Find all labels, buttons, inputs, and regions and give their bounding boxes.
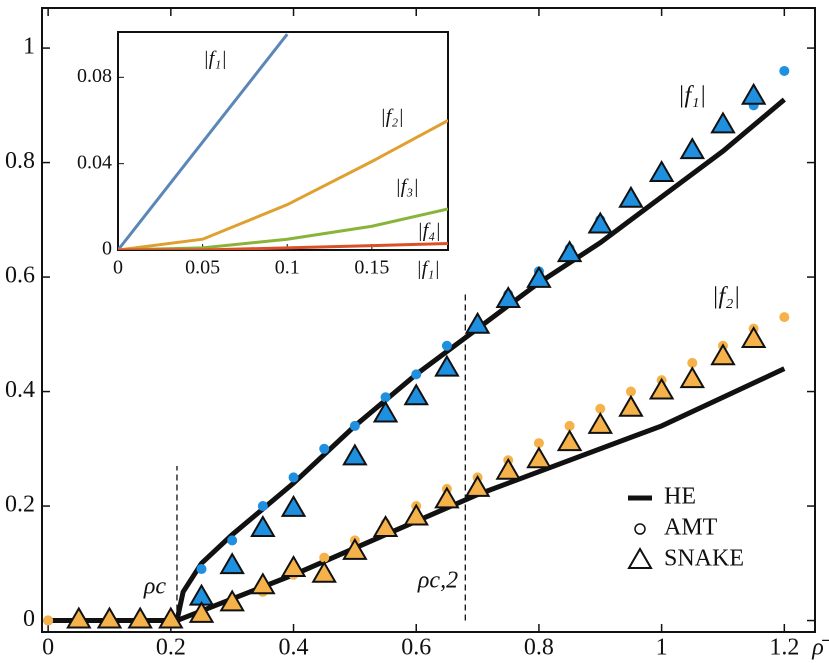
inset-x-tick-label: 0.05 xyxy=(185,257,220,279)
snake-point xyxy=(587,211,614,234)
x-tick-label: 0 xyxy=(42,635,54,661)
snake-point xyxy=(526,446,552,469)
snake-point xyxy=(434,354,460,377)
amt-point xyxy=(441,340,452,351)
amt-point xyxy=(227,535,238,546)
annotation: |f₂| xyxy=(712,284,740,310)
amt-point xyxy=(411,369,422,380)
amt-point xyxy=(288,472,299,483)
y-tick-label: 0.8 xyxy=(5,148,35,174)
snake-point xyxy=(403,503,429,526)
inset-line xyxy=(118,119,448,250)
snake-point xyxy=(250,572,276,595)
amt-point xyxy=(779,312,790,323)
amt-point xyxy=(779,65,790,76)
snake-point xyxy=(127,606,153,629)
plot-frame xyxy=(41,7,816,633)
inset-line-label: |f₂| xyxy=(380,106,404,128)
snake-point xyxy=(342,537,368,560)
inset-y-tick-label: 0.08 xyxy=(77,65,112,87)
snake-point xyxy=(740,82,767,105)
snake-point xyxy=(618,394,644,417)
snake-point xyxy=(648,160,675,183)
annotation: ρc xyxy=(143,574,167,600)
inset-line xyxy=(118,242,448,250)
x-tick-label: 0.2 xyxy=(156,635,186,661)
snake-point xyxy=(464,311,491,334)
inset-x-tick-label: 0.1 xyxy=(275,257,300,279)
snake-point xyxy=(219,589,245,612)
inset-line-label: |f₁| xyxy=(203,48,227,70)
inset-y-tick-label: 0 xyxy=(102,238,112,260)
inset-x-label: |f₁| xyxy=(416,258,440,280)
snake-point xyxy=(403,383,429,406)
snake-point xyxy=(311,560,337,583)
legend-swatch xyxy=(634,523,646,535)
x-tick-label: 1.2 xyxy=(769,635,799,661)
snake-point xyxy=(710,111,736,134)
snake-point xyxy=(618,185,644,208)
amt-point xyxy=(43,615,54,626)
inset-line xyxy=(118,33,289,250)
annotation: ρc,2 xyxy=(417,568,458,594)
snake-point xyxy=(66,606,92,629)
y-tick-label: 0 xyxy=(23,606,35,632)
snake-point xyxy=(740,326,767,349)
inset-x-tick-label: 0.15 xyxy=(354,257,389,279)
snake-point xyxy=(342,443,368,466)
amt-point xyxy=(564,420,575,431)
snake-point xyxy=(280,555,307,578)
inset-line-label: |f₄| xyxy=(417,220,441,242)
snake-point xyxy=(679,366,706,389)
y-tick-label: 0.2 xyxy=(5,492,35,518)
amt-point xyxy=(625,386,636,397)
legend-label: HE xyxy=(664,484,696,510)
amt-point xyxy=(196,564,207,575)
amt-point xyxy=(595,403,606,414)
snake-point xyxy=(710,343,736,366)
amt-point xyxy=(319,552,330,563)
inset-y-tick-label: 0.04 xyxy=(77,151,112,173)
snake-point xyxy=(495,457,521,480)
snake-point xyxy=(434,486,460,509)
snake-point xyxy=(556,429,583,452)
snake-point xyxy=(495,285,521,308)
snake-point xyxy=(250,514,276,537)
x-tick-label: 1 xyxy=(656,635,668,661)
snake-point xyxy=(280,494,307,517)
snake-point xyxy=(372,400,399,423)
amt-point xyxy=(349,420,360,431)
amt-point xyxy=(380,392,391,403)
snake-point xyxy=(188,600,215,623)
annotation: |f₁| xyxy=(678,83,706,109)
snake-point xyxy=(679,137,706,160)
inset-x-tick-label: 0 xyxy=(113,257,123,279)
y-tick-label: 0.6 xyxy=(5,263,35,289)
snake-point xyxy=(96,606,123,629)
x-axis-label: ρ̄ xyxy=(811,635,829,661)
inset-line-label: |f₃| xyxy=(395,176,419,198)
x-tick-label: 0.4 xyxy=(279,635,309,661)
snake-point xyxy=(158,606,184,629)
snake-point xyxy=(587,411,614,434)
amt-point xyxy=(533,438,544,449)
legend-swatch xyxy=(627,547,653,569)
snake-point xyxy=(556,240,583,263)
snake-point xyxy=(372,514,399,537)
legend-label: AMT xyxy=(664,515,718,541)
legend-label: SNAKE xyxy=(664,546,744,572)
snake-point xyxy=(648,377,675,400)
amt-point xyxy=(687,357,698,368)
y-tick-label: 1 xyxy=(23,34,35,60)
x-tick-label: 0.6 xyxy=(401,635,431,661)
amt-point xyxy=(319,443,330,454)
snake-point xyxy=(219,552,245,575)
snake-point xyxy=(526,265,552,288)
inset-frame xyxy=(117,31,449,251)
snake-point xyxy=(464,474,491,497)
x-tick-label: 0.8 xyxy=(524,635,554,661)
y-tick-label: 0.4 xyxy=(5,377,35,403)
amt-point xyxy=(257,501,268,512)
